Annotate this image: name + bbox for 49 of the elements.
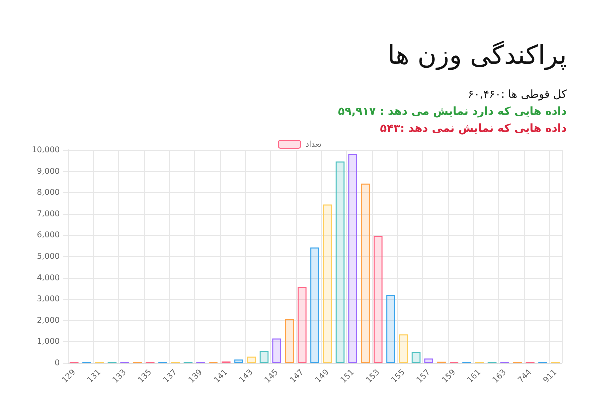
text: داده هایی که نمایش نمی دهد :۵۴۳ <box>380 122 568 135</box>
bar <box>247 356 256 363</box>
y-tick-label: 10,000 <box>32 146 60 154</box>
bar <box>234 360 244 363</box>
bar <box>272 338 282 363</box>
x-tick-label: 163 <box>491 368 508 385</box>
y-tick-label: 2,000 <box>37 316 60 325</box>
y-tick-label: 4,000 <box>37 273 60 282</box>
bar <box>399 334 408 363</box>
bar <box>374 236 383 363</box>
x-tick-label: 131 <box>86 368 103 385</box>
x-tick-label: 145 <box>263 368 280 385</box>
y-tick-label: 0 <box>54 358 60 368</box>
y-tick-label: 6,000 <box>37 230 60 240</box>
y-tick-label: 5,000 <box>37 252 60 261</box>
bar <box>361 184 370 363</box>
chart-subtitle: کل قوطی ها :۶۰,۴۶۰ <box>468 88 568 101</box>
x-tick-label: 149 <box>314 368 331 385</box>
x-tick-label: 133 <box>111 368 128 385</box>
y-tick-label: 8,000 <box>37 188 60 198</box>
bar <box>298 287 307 363</box>
bar <box>412 352 421 363</box>
bar <box>424 358 434 363</box>
bar <box>285 319 294 363</box>
bar <box>260 352 269 363</box>
bar <box>336 162 345 363</box>
bar <box>348 154 358 363</box>
y-tick-label: 1,000 <box>37 337 60 346</box>
y-tick-label: 9,000 <box>37 166 60 176</box>
text: داده هایی که دارد نمایش می دهد : ۵۹,۹۱۷ <box>338 105 568 118</box>
y-tick-label: 7,000 <box>37 209 60 218</box>
x-tick-label: 141 <box>212 368 230 385</box>
x-tick-label: 161 <box>466 368 483 385</box>
x-tick-label: 153 <box>364 368 382 385</box>
x-tick-label: 151 <box>339 368 356 385</box>
x-tick-label: 744 <box>516 368 534 385</box>
y-tick-label: 3,000 <box>37 294 60 304</box>
legend-label: تعداد <box>306 140 322 149</box>
bar <box>386 295 396 363</box>
x-tick-label: 155 <box>390 368 407 385</box>
x-tick-label: 143 <box>238 368 255 385</box>
x-tick-label: 139 <box>187 368 204 385</box>
x-tick-label: 135 <box>136 368 154 385</box>
bar <box>323 204 332 363</box>
chart-title: پراکندگی وزن ها <box>388 40 567 71</box>
x-tick-label: 911 <box>542 368 559 385</box>
x-tick-label: 159 <box>440 368 458 385</box>
bar <box>310 248 320 363</box>
x-tick-label: 129 <box>60 368 78 385</box>
